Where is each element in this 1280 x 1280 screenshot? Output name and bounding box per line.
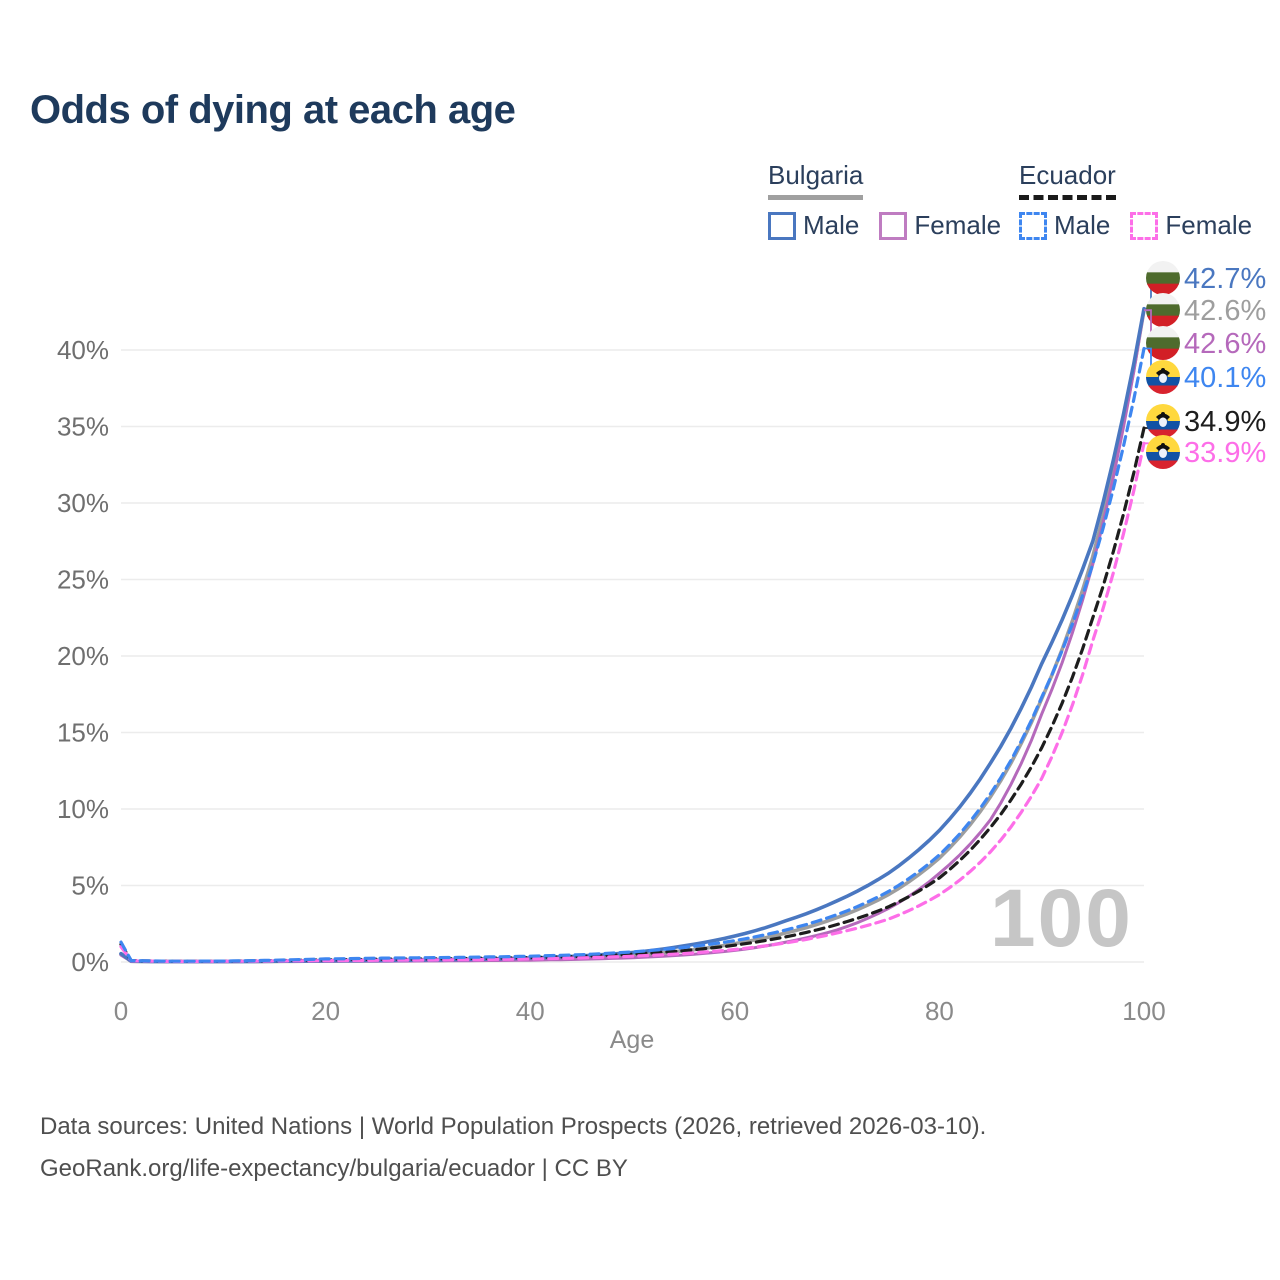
legend-group-title-bulgaria[interactable]: Bulgaria xyxy=(768,160,864,190)
legend-underline-ecuador xyxy=(1019,195,1116,200)
y-tick-label: 20% xyxy=(57,641,109,671)
end-label-value: 34.9% xyxy=(1184,406,1266,438)
y-tick-label: 10% xyxy=(57,794,109,824)
end-label-value: 40.1% xyxy=(1184,362,1266,394)
series-line-bulgaria-female[interactable] xyxy=(119,308,1146,964)
legend-group-bulgaria: Bulgaria Male Female xyxy=(768,160,1001,241)
x-tick-label: 20 xyxy=(311,996,340,1026)
y-tick-label: 5% xyxy=(71,871,109,901)
x-tick-label: 0 xyxy=(114,996,128,1026)
footer-attribution: GeoRank.org/life-expectancy/bulgaria/ecu… xyxy=(40,1155,628,1182)
legend-group-title-ecuador[interactable]: Ecuador xyxy=(1019,160,1116,190)
legend-swatch-bulgaria-female xyxy=(879,211,908,240)
legend-item-bulgaria-male[interactable]: Male xyxy=(768,210,859,241)
x-tick-label: 100 xyxy=(1122,996,1165,1026)
end-label-bulgaria-both-sexes[interactable]: 42.6% xyxy=(1146,293,1266,328)
series-line-bulgaria-both-sexes[interactable] xyxy=(119,308,1146,964)
y-tick-label: 35% xyxy=(57,412,109,442)
legend-underline-bulgaria xyxy=(768,195,863,200)
series-line-ecuador-female[interactable] xyxy=(119,441,1146,963)
end-label-ecuador-both-sexes[interactable]: 34.9% xyxy=(1146,404,1266,439)
end-label-value: 42.7% xyxy=(1184,263,1266,295)
series-line-ecuador-both-sexes[interactable] xyxy=(119,426,1146,963)
end-label-bulgaria-female[interactable]: 42.6% xyxy=(1146,326,1266,361)
footer: Data sources: United Nations | World Pop… xyxy=(40,1106,986,1190)
footer-data-sources: Data sources: United Nations | World Pop… xyxy=(40,1113,987,1140)
end-label-value: 33.9% xyxy=(1184,437,1266,469)
end-label-ecuador-male[interactable]: 40.1% xyxy=(1146,360,1266,395)
legend-swatch-ecuador-female xyxy=(1130,211,1159,240)
legend-swatch-ecuador-male xyxy=(1019,211,1047,240)
y-tick-label: 15% xyxy=(57,718,109,748)
bulgaria-flag-icon xyxy=(1146,326,1180,360)
legend-item-ecuador-male[interactable]: Male xyxy=(1019,210,1110,241)
ecuador-flag-icon xyxy=(1146,435,1180,469)
page-title: Odds of dying at each age xyxy=(30,88,516,132)
chart-plot-area: 0% 5% 10% 15% 20% 25% 30% 35% 40% 0 20 40 60 80 100 42.… xyxy=(57,261,1266,1026)
legend-item-label: Male xyxy=(803,210,860,240)
series-line-bulgaria-male[interactable] xyxy=(119,306,1146,964)
age-counter-watermark: 100 xyxy=(990,873,1133,964)
ecuador-flag-icon xyxy=(1146,404,1180,438)
ecuador-flag-icon xyxy=(1146,360,1180,394)
y-tick-label: 40% xyxy=(57,335,109,365)
legend-swatch-bulgaria-male xyxy=(768,211,796,240)
legend-item-label: Male xyxy=(1054,210,1111,240)
end-label-value: 42.6% xyxy=(1184,295,1266,327)
x-tick-label: 80 xyxy=(925,996,954,1026)
bulgaria-flag-icon xyxy=(1146,261,1180,295)
legend-item-label: Female xyxy=(914,210,1002,240)
legend-group-ecuador: Ecuador Male Female xyxy=(1019,160,1252,241)
series-line-ecuador-male[interactable] xyxy=(119,346,1146,963)
x-tick-label: 60 xyxy=(720,996,749,1026)
x-tick-label: 40 xyxy=(516,996,545,1026)
y-tick-label: 30% xyxy=(57,488,109,518)
legend-item-bulgaria-female[interactable]: Female xyxy=(879,210,1001,241)
end-label-bulgaria-male[interactable]: 42.7% xyxy=(1146,261,1266,296)
legend-item-ecuador-female[interactable]: Female xyxy=(1130,210,1252,241)
y-tick-label: 25% xyxy=(57,565,109,595)
end-label-ecuador-female[interactable]: 33.9% xyxy=(1146,435,1266,470)
x-axis-title: Age xyxy=(609,1026,655,1054)
bulgaria-flag-icon xyxy=(1146,293,1180,327)
end-label-value: 42.6% xyxy=(1184,328,1266,360)
y-tick-label: 0% xyxy=(71,947,109,977)
legend-item-label: Female xyxy=(1165,210,1253,240)
